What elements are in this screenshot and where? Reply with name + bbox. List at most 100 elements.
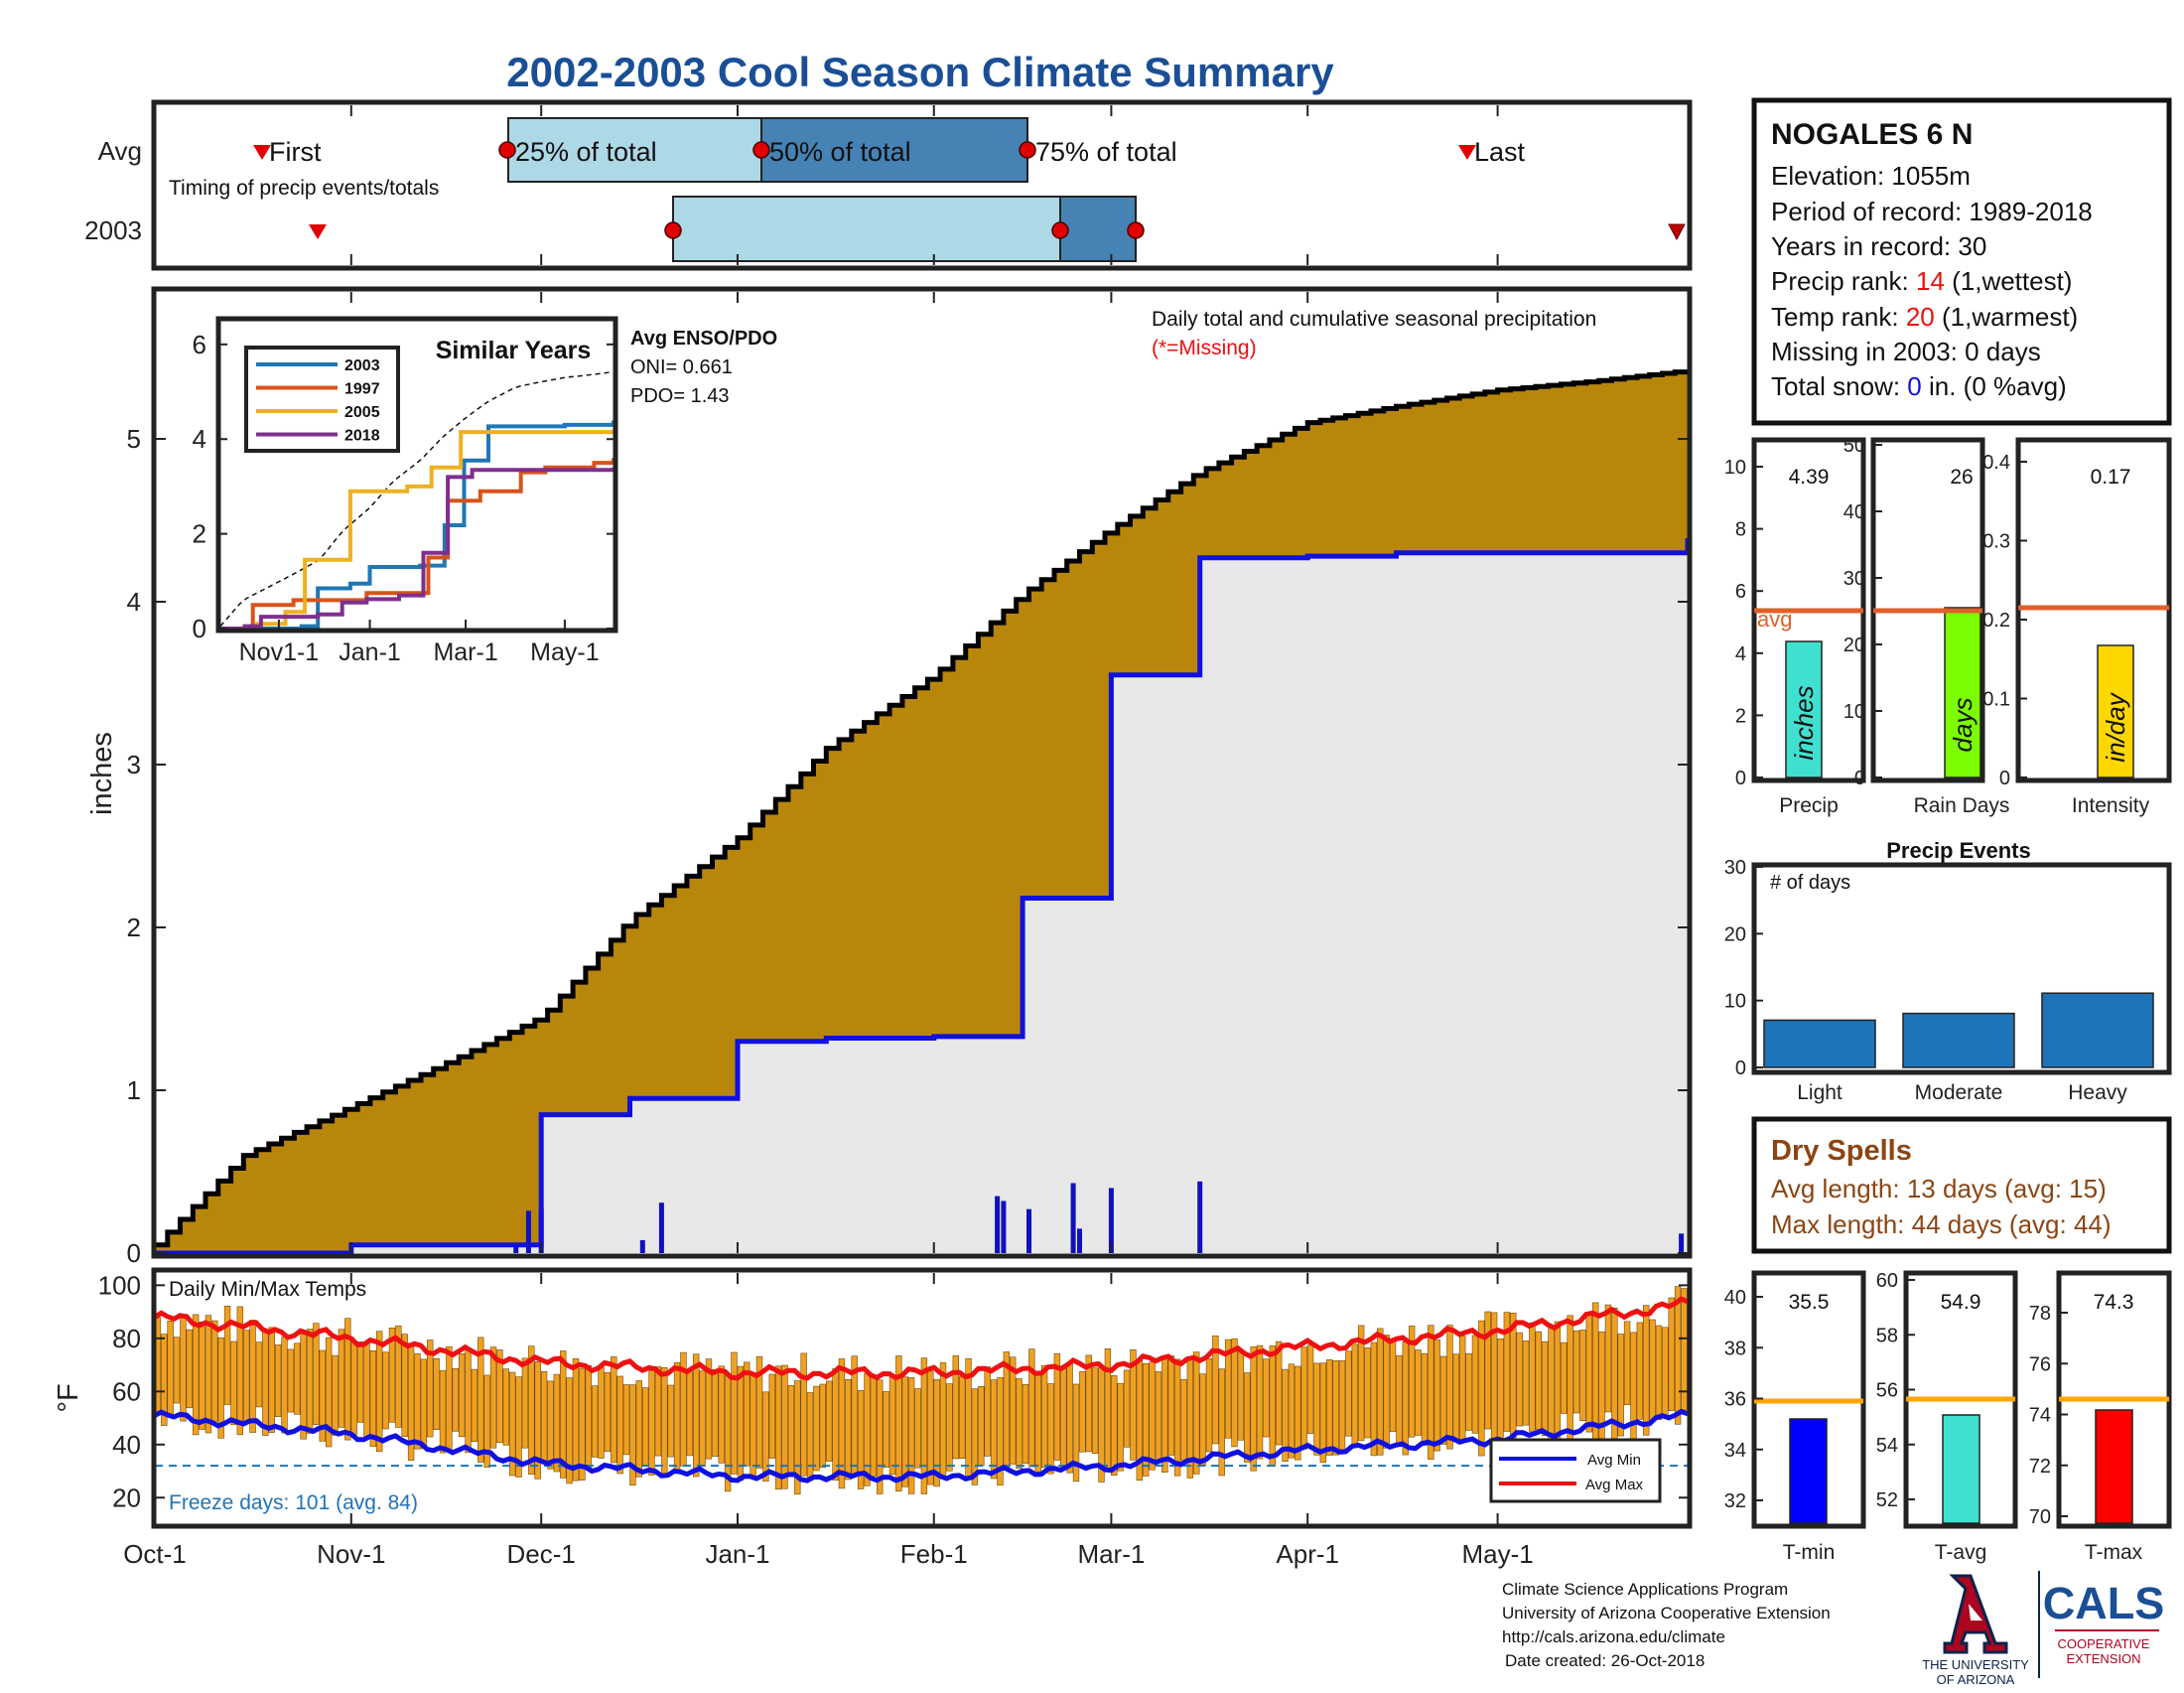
tavg-label: T-avg	[1935, 1541, 1987, 1564]
footer-line1: Climate Science Applications Program	[1502, 1580, 1788, 1599]
inset-ytick-0: 0	[193, 614, 206, 643]
precip-avg-label: avg	[1757, 607, 1792, 632]
intensity-tick-0.3: 0.3	[1982, 531, 2010, 553]
avg-25-dot	[498, 141, 516, 159]
precip-tick-8: 8	[1735, 519, 1746, 541]
precip-tick-10: 10	[1724, 457, 1746, 479]
label-last: Last	[1474, 137, 1526, 167]
month-label-7: May-1	[1461, 1539, 1533, 1569]
month-label-4: Feb-1	[900, 1539, 968, 1569]
dry-avg: Avg length: 13 days (avg: 15)	[1771, 1174, 2107, 1203]
tmin-tick-36: 36	[1724, 1389, 1746, 1411]
temp-legend	[1489, 1438, 1662, 1503]
precip-tick-2: 2	[1735, 705, 1746, 727]
timing-row-2003: 2003	[84, 215, 142, 245]
temp-ytick-80: 80	[112, 1324, 141, 1353]
tmin-value: 35.5	[1789, 1291, 1830, 1314]
raindays-value: 26	[1950, 466, 1973, 489]
inset-xtick-1: Jan-1	[339, 638, 401, 666]
daily-precip-bar-12	[1679, 1233, 1685, 1253]
event-bar-moderate	[1902, 1012, 2015, 1068]
temp-ytick-60: 60	[112, 1376, 141, 1406]
dry-title: Dry Spells	[1771, 1135, 1912, 1167]
avg-last-marker	[1458, 145, 1476, 160]
y2003-25-50-box	[672, 196, 1061, 262]
timing-subtitle: Timing of precip events/totals	[169, 177, 439, 200]
tavg-tick-54: 54	[1876, 1435, 1898, 1457]
daily-precip-bar-11	[1197, 1181, 1203, 1253]
y2003-first-marker	[309, 224, 327, 239]
inset-ytick-4: 4	[193, 424, 206, 454]
events-tick-0: 0	[1735, 1058, 1746, 1079]
month-label-0: Oct-1	[123, 1539, 187, 1569]
label-50: 50% of total	[769, 137, 911, 167]
inset-title: Similar Years	[436, 337, 592, 364]
event-label-1: Moderate	[1915, 1081, 2003, 1104]
avg-25-50-box	[507, 117, 762, 183]
inset-avg-line	[220, 371, 611, 628]
temperature-panel: 20 40 60 80 100 °F Daily Min/Max Temps Freez…	[53, 1267, 1693, 1569]
events-tick-10: 10	[1724, 991, 1746, 1013]
precip-bar	[1785, 640, 1823, 778]
avg-50-dot	[752, 141, 770, 159]
cumulative-2003-line	[155, 538, 1689, 1255]
main-ytick-2: 2	[127, 913, 141, 942]
raindays-unit: days	[1948, 698, 1978, 753]
temp-ytick-100: 100	[98, 1270, 141, 1300]
tmax-value: 74.3	[2094, 1291, 2134, 1314]
cumulative-2003-area	[155, 538, 1688, 1253]
intensity-mini-chart: 0.17 in/day Intensity 0 0.1 0.2 0.3 0.4	[1982, 437, 2172, 817]
daily-precip-bar-3	[639, 1239, 645, 1253]
inset-legend-2018: 2018	[344, 428, 380, 445]
tmax-mini-chart: 74.3 T-max 70 72 74 76 78	[2029, 1270, 2172, 1564]
raindays-tick-0: 0	[1854, 768, 1865, 789]
precip-tick-6: 6	[1735, 581, 1746, 603]
total-snow: Total snow: 0 in. (0 %avg)	[1771, 371, 2067, 401]
enso-title: Avg ENSO/PDO	[630, 328, 777, 350]
inset-xtick-0: Nov1-1	[239, 638, 320, 666]
precip-label: Precip	[1779, 794, 1839, 817]
intensity-unit: in/day	[2101, 691, 2130, 762]
tmax-tick-72: 72	[2029, 1456, 2051, 1478]
y2003-25-dot	[664, 221, 682, 239]
inset-legend-2003: 2003	[344, 357, 380, 374]
tavg-bar	[1942, 1414, 1980, 1524]
raindays-bar	[1944, 607, 1981, 778]
tmax-tick-70: 70	[2029, 1506, 2051, 1528]
dry-max: Max length: 44 days (avg: 44)	[1771, 1209, 2112, 1239]
tmax-tick-78: 78	[2029, 1303, 2051, 1325]
inset-line-1997	[220, 458, 614, 629]
main-ytick-4: 4	[127, 587, 141, 617]
precip-mini-chart: avg 4.39 inches Precip 0 2 4 6 8 10	[1724, 437, 1866, 817]
daily-precip-bar-6	[1001, 1200, 1007, 1253]
station-period: Period of record: 1989-2018	[1771, 197, 2093, 226]
inset-xtick-3: May-1	[530, 638, 599, 666]
avg-max-line	[155, 1296, 1689, 1381]
cals-logo: CALS COOPERATIVE EXTENSION	[2043, 1578, 2165, 1666]
enso-pdo: PDO= 1.43	[630, 385, 730, 407]
intensity-tick-0.1: 0.1	[1982, 689, 2010, 711]
tavg-value: 54.9	[1941, 1291, 1981, 1314]
y2003-last-marker	[1668, 223, 1686, 241]
main-ylabel: inches	[86, 732, 118, 815]
missing-note: (*=Missing)	[1152, 337, 1257, 359]
y2003-50-75-box	[1059, 196, 1137, 262]
coop-line2: EXTENSION	[2066, 1651, 2140, 1666]
raindays-tick-50: 50	[1843, 435, 1865, 457]
chart-title: 2002-2003 Cool Season Climate Summary	[506, 49, 1334, 95]
daily-precip-bar-8	[1070, 1183, 1076, 1253]
month-label-2: Dec-1	[507, 1539, 576, 1569]
inset-ytick-6: 6	[193, 330, 206, 359]
temp-ytick-20: 20	[112, 1482, 141, 1512]
main-ytick-1: 1	[127, 1075, 141, 1105]
daily-precip-bar-1	[525, 1210, 531, 1253]
daily-precip-bar-0	[513, 1244, 519, 1253]
timing-row-avg: Avg	[98, 136, 142, 166]
label-first: First	[269, 137, 322, 167]
tmax-tick-76: 76	[2029, 1353, 2051, 1375]
tmin-tick-40: 40	[1724, 1287, 1746, 1309]
raindays-label: Rain Days	[1914, 794, 2010, 817]
raindays-tick-10: 10	[1843, 701, 1865, 723]
precip-note: Daily total and cumulative seasonal prec…	[1152, 308, 1596, 331]
